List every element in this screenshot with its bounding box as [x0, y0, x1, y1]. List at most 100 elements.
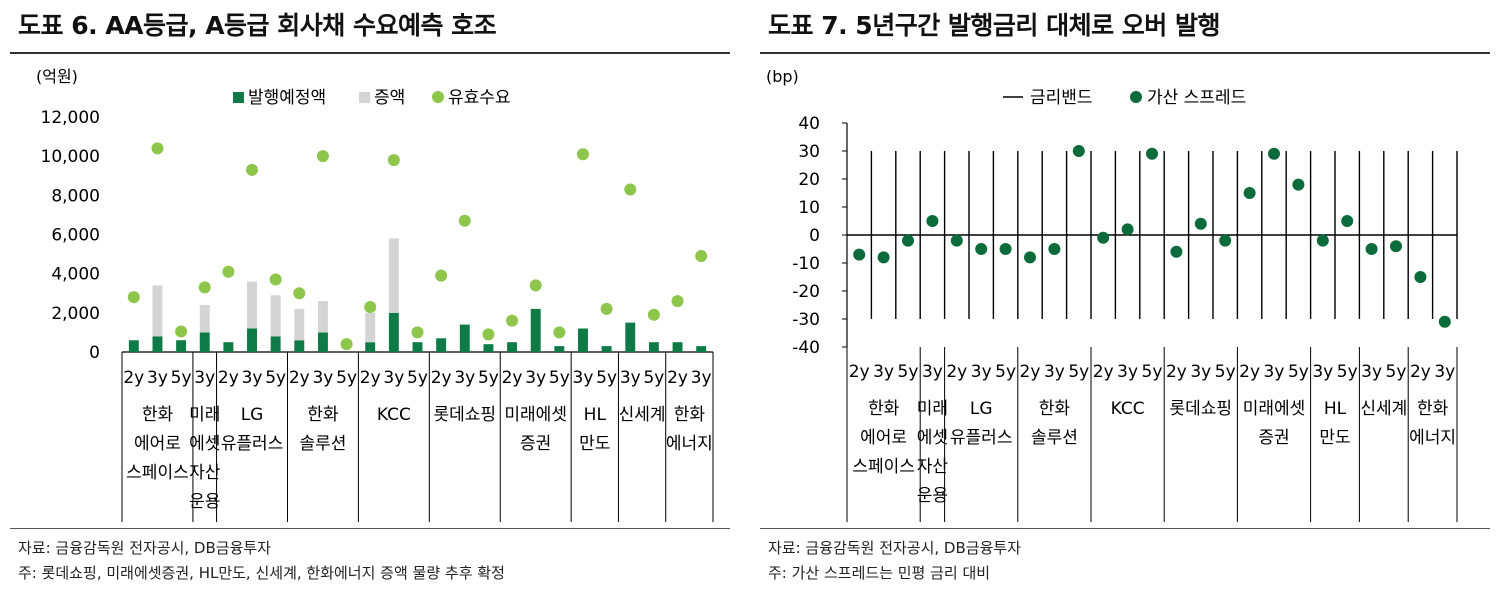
spread-point [1268, 147, 1280, 160]
spread-point [926, 215, 939, 227]
issue-amount-bar [625, 322, 636, 352]
spread-point [902, 234, 914, 247]
increase-amount-bar [294, 308, 305, 341]
x-tick-label: 3y [147, 368, 168, 388]
legend-demand-label: 유효수요 [448, 88, 511, 108]
group-label: 운용 [917, 486, 948, 506]
legend-increase-label: 증액 [374, 88, 405, 108]
issue-amount-bar [601, 346, 612, 352]
x-tick-label: 3y [1117, 362, 1138, 382]
effective-demand-point [151, 142, 164, 155]
group-label: 롯데쇼핑 [433, 405, 496, 425]
group-label: 한화 [142, 405, 174, 425]
effective-demand-point [222, 265, 235, 278]
effective-demand-point [364, 300, 377, 313]
issue-amount-bar [388, 312, 399, 352]
x-tick-label: 5y [1215, 362, 1236, 382]
y-tick-label: 8,000 [51, 186, 100, 206]
x-tick-label: 3y [1264, 362, 1285, 382]
increase-amount-bar [152, 285, 163, 337]
group-label: LG [241, 405, 264, 425]
effective-demand-point [340, 338, 353, 351]
issue-amount-bar [507, 342, 518, 352]
issue-amount-bar [672, 342, 683, 352]
x-tick-label: 3y [383, 368, 404, 388]
legend-demand-marker [432, 91, 444, 103]
y-tick-label: 20 [798, 170, 820, 190]
spread-point [1414, 271, 1427, 283]
x-tick-label: 5y [1142, 362, 1163, 382]
y-tick-label: 40 [798, 114, 820, 134]
issue-amount-bar [223, 342, 234, 352]
group-label: 유플러스 [950, 428, 1013, 448]
effective-demand-point [671, 295, 684, 308]
x-tick-label: 2y [946, 362, 967, 382]
group-label: 솔루션 [299, 434, 346, 454]
increase-amount-bar [247, 281, 257, 329]
spread-point [1072, 145, 1085, 157]
x-tick-label: 5y [336, 368, 357, 388]
spread-point [1341, 215, 1354, 227]
x-tick-label: 2y [667, 368, 688, 388]
effective-demand-point [175, 325, 188, 338]
spread-point [1146, 147, 1158, 160]
increase-amount-bar [365, 312, 376, 343]
group-label: 한화 [1039, 399, 1071, 419]
x-tick-label: 3y [922, 362, 943, 382]
x-tick-label: 2y [1020, 362, 1041, 382]
y-tick-label: 10,000 [41, 147, 100, 167]
group-label: 증권 [1258, 428, 1289, 448]
group-label: 한화 [1417, 399, 1449, 419]
x-tick-label: 3y [971, 362, 992, 382]
group-label: 에셋 [189, 434, 220, 454]
x-tick-label: 2y [289, 368, 310, 388]
legend-issue-label: 발행예정액 [248, 88, 326, 108]
spread-point [1365, 243, 1378, 255]
x-tick-label: 5y [1337, 362, 1358, 382]
x-tick-label: 3y [454, 368, 475, 388]
spread-point [853, 248, 866, 261]
spread-point [1048, 243, 1061, 255]
group-label: 미래 [917, 399, 948, 419]
spread-point [950, 234, 963, 247]
left-source-text: 자료: 금융감독원 전자공시, DB금융투자 [18, 539, 271, 557]
spread-point [999, 243, 1012, 255]
group-label: 만도 [579, 434, 610, 454]
group-label: 에셋 [917, 428, 948, 448]
spread-point [1194, 217, 1207, 230]
x-tick-label: 5y [171, 368, 192, 388]
increase-amount-bar [199, 305, 210, 333]
x-tick-label: 3y [1190, 362, 1211, 382]
y-tick-label: 30 [798, 142, 820, 162]
group-label: 미래 [189, 405, 220, 425]
x-tick-label: 3y [1312, 362, 1333, 382]
y-tick-label: -40 [792, 338, 820, 358]
x-tick-label: 3y [242, 368, 263, 388]
right-title-rule [760, 52, 1490, 54]
x-tick-label: 5y [596, 368, 617, 388]
legend-spread-label: 가산 스프레드 [1147, 88, 1246, 108]
effective-demand-point [387, 154, 400, 167]
spread-point [1438, 315, 1451, 328]
left-note-text: 주: 롯데쇼핑, 미래에셋증권, HL만도, 신세계, 한화에너지 증액 물량 … [18, 564, 505, 582]
group-label: 미래에셋 [504, 405, 567, 425]
group-label: 자산 [917, 457, 949, 477]
right-unit-label: (bp) [766, 67, 799, 86]
x-tick-label: 3y [873, 362, 894, 382]
y-tick-label: 0 [809, 226, 820, 246]
x-tick-label: 2y [1093, 362, 1114, 382]
x-tick-label: 5y [995, 362, 1016, 382]
group-label: 유플러스 [221, 434, 284, 454]
issue-amount-bar [554, 346, 565, 352]
y-tick-label: 10 [798, 198, 820, 218]
effective-demand-point [482, 328, 495, 341]
x-tick-label: 3y [1044, 362, 1065, 382]
group-label: 미래에셋 [1243, 399, 1306, 419]
x-tick-label: 3y [691, 368, 712, 388]
effective-demand-point [293, 287, 306, 300]
y-tick-label: 6,000 [51, 226, 100, 246]
x-tick-label: 2y [502, 368, 523, 388]
increase-amount-bar [388, 238, 399, 313]
x-tick-label: 5y [898, 362, 919, 382]
effective-demand-point [695, 250, 708, 263]
